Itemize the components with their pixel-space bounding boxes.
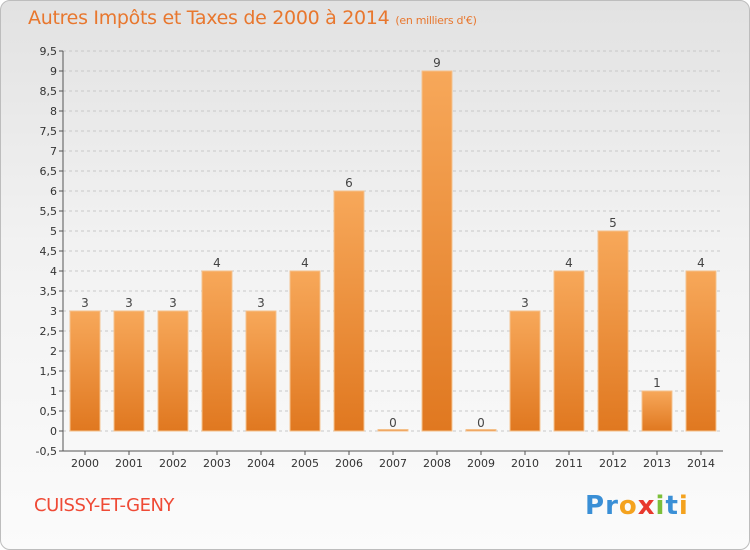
- data-label-2000: 3: [81, 296, 89, 310]
- bar-2000: [69, 310, 101, 432]
- bar-2010: [509, 310, 541, 432]
- data-label-2010: 3: [521, 296, 529, 310]
- data-label-2004: 3: [257, 296, 265, 310]
- y-tick-label: 3: [50, 305, 57, 318]
- logo-letter: P: [585, 491, 606, 521]
- data-label-2009: 0: [477, 416, 485, 430]
- data-label-2008: 9: [433, 56, 441, 70]
- x-tick-label-2014: 2014: [687, 457, 715, 470]
- logo-letter: i: [655, 491, 666, 521]
- data-label-2005: 4: [301, 256, 309, 270]
- y-tick-label: 0,5: [40, 405, 58, 418]
- y-tick-label: 1: [50, 385, 57, 398]
- bar-2014: [685, 270, 717, 432]
- y-tick-label: 7: [50, 145, 57, 158]
- x-tick-label-2013: 2013: [643, 457, 671, 470]
- y-tick-label: 5,5: [40, 205, 58, 218]
- x-tick-label-2003: 2003: [203, 457, 231, 470]
- y-tick-label: 2: [50, 345, 57, 358]
- x-tick-label-2004: 2004: [247, 457, 275, 470]
- bar-2007: [377, 429, 409, 432]
- data-label-2001: 3: [125, 296, 133, 310]
- data-label-2006: 6: [345, 176, 353, 190]
- logo-letter: t: [665, 491, 679, 521]
- data-label-2003: 4: [213, 256, 221, 270]
- chart-subtitle: (en milliers d'€): [395, 14, 477, 27]
- bar-2005: [289, 270, 321, 432]
- logo-letter: o: [618, 491, 638, 521]
- place-name: CUISSY-ET-GENY: [34, 495, 174, 516]
- y-tick-label: 9,5: [40, 45, 58, 58]
- bar-2012: [597, 230, 629, 432]
- y-tick-label: -0,5: [36, 445, 57, 458]
- x-tick-label-2011: 2011: [555, 457, 583, 470]
- y-tick-label: 8: [50, 105, 57, 118]
- y-tick-label: 1,5: [40, 365, 58, 378]
- x-tick-label-2005: 2005: [291, 457, 319, 470]
- x-tick-label-2012: 2012: [599, 457, 627, 470]
- y-tick-label: 7,5: [40, 125, 58, 138]
- data-label-2007: 0: [389, 416, 397, 430]
- y-tick-label: 4,5: [40, 245, 58, 258]
- x-tick-label-2002: 2002: [159, 457, 187, 470]
- y-tick-label: 5: [50, 225, 57, 238]
- y-tick-label: 6,5: [40, 165, 58, 178]
- x-tick-label-2009: 2009: [467, 457, 495, 470]
- proxiti-logo: Proxiti: [585, 491, 689, 521]
- x-tick-label-2000: 2000: [71, 457, 99, 470]
- bar-2004: [245, 310, 277, 432]
- x-tick-label-2008: 2008: [423, 457, 451, 470]
- logo-letter: x: [637, 491, 656, 521]
- chart-title-text: Autres Impôts et Taxes de 2000 à 2014: [28, 7, 390, 29]
- data-label-2013: 1: [653, 376, 661, 390]
- logo-letter: i: [678, 491, 689, 521]
- bar-2009: [465, 429, 497, 432]
- bar-2011: [553, 270, 585, 432]
- y-tick-label: 8,5: [40, 85, 58, 98]
- y-tick-label: 0: [50, 425, 57, 438]
- logo-letter: r: [605, 491, 619, 521]
- bar-2003: [201, 270, 233, 432]
- bar-2006: [333, 190, 365, 432]
- x-tick-label-2010: 2010: [511, 457, 539, 470]
- bar-2001: [113, 310, 145, 432]
- data-label-2011: 4: [565, 256, 573, 270]
- y-tick-label: 4: [50, 265, 57, 278]
- chart-title: Autres Impôts et Taxes de 2000 à 2014 (en…: [28, 7, 477, 29]
- bar-2002: [157, 310, 189, 432]
- y-tick-label: 3,5: [40, 285, 58, 298]
- bar-2008: [421, 70, 453, 432]
- data-label-2012: 5: [609, 216, 617, 230]
- x-tick-label-2006: 2006: [335, 457, 363, 470]
- bar-2013: [641, 390, 673, 432]
- y-tick-label: 2,5: [40, 325, 58, 338]
- y-tick-label: 6: [50, 185, 57, 198]
- y-tick-label: 9: [50, 65, 57, 78]
- data-label-2002: 3: [169, 296, 177, 310]
- x-tick-label-2007: 2007: [379, 457, 407, 470]
- x-tick-label-2001: 2001: [115, 457, 143, 470]
- data-label-2014: 4: [697, 256, 705, 270]
